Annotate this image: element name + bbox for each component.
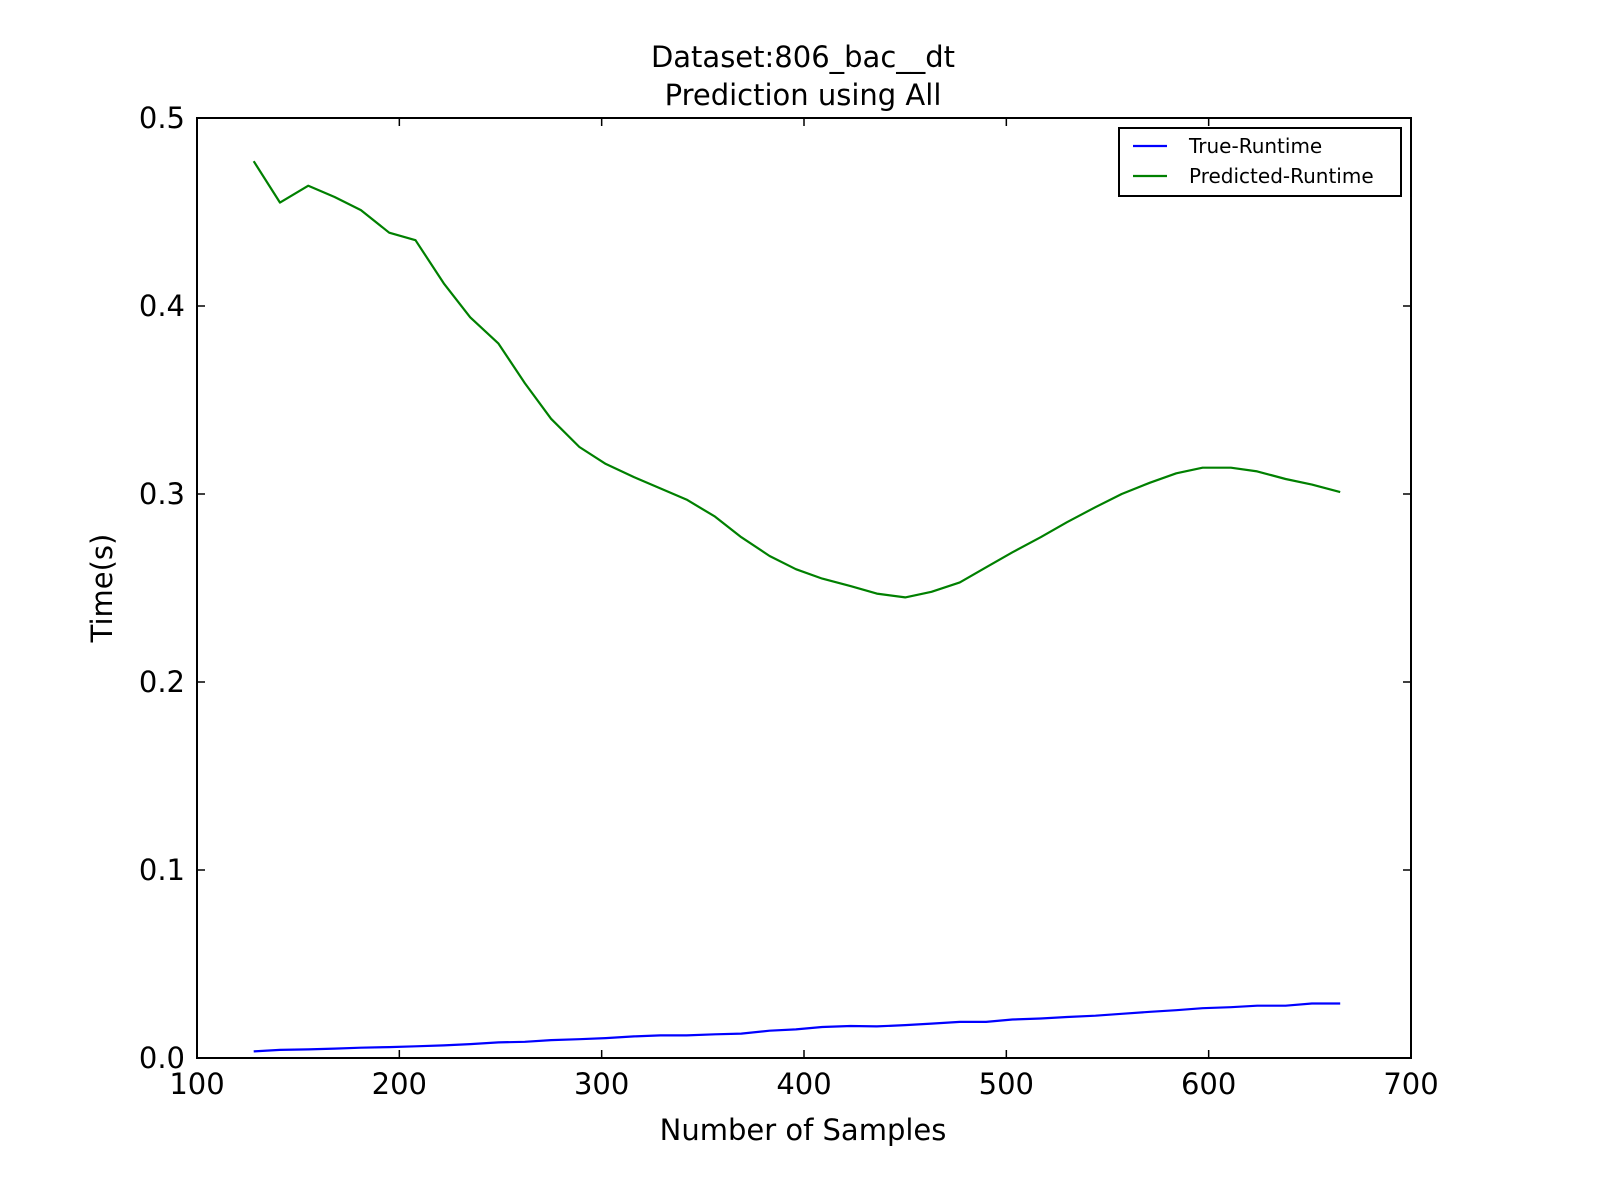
chart-subtitle: Prediction using All bbox=[665, 78, 942, 112]
x-axis-label: Number of Samples bbox=[660, 1113, 947, 1147]
tick-marks: 100 200 300 400 500 600 700 0.0 0.1 0.2 0.3 0.4 0.5 bbox=[139, 101, 1439, 1101]
series-lines bbox=[252, 160, 1341, 1053]
y-tick-label: 0.3 bbox=[139, 477, 185, 511]
x-tick-label: 100 bbox=[169, 1067, 224, 1101]
legend: True-Runtime Predicted-Runtime bbox=[1118, 127, 1402, 197]
y-tick-label: 0.1 bbox=[139, 853, 185, 887]
y-tick-label: 0.4 bbox=[139, 289, 185, 323]
y-axis-label: Time(s) bbox=[85, 534, 119, 644]
y-tick-label: 0.5 bbox=[139, 101, 185, 135]
plot-frame bbox=[196, 117, 1412, 1059]
x-tick-label: 600 bbox=[1181, 1067, 1236, 1101]
x-tick-label: 700 bbox=[1383, 1067, 1438, 1101]
legend-label: True-Runtime bbox=[1188, 134, 1322, 158]
y-tick-label: 0.0 bbox=[139, 1041, 185, 1075]
legend-box bbox=[1118, 127, 1402, 197]
x-tick-label: 500 bbox=[979, 1067, 1034, 1101]
x-tick-label: 300 bbox=[574, 1067, 629, 1101]
y-tick-label: 0.2 bbox=[139, 665, 185, 699]
x-tick-label: 400 bbox=[776, 1067, 831, 1101]
x-tick-label: 200 bbox=[372, 1067, 427, 1101]
chart-title: Dataset:806_bac__dt bbox=[651, 40, 955, 74]
series-line-predicted-runtime bbox=[252, 160, 1341, 599]
legend-label: Predicted-Runtime bbox=[1189, 164, 1374, 188]
series-line-true-runtime bbox=[253, 1002, 1341, 1053]
